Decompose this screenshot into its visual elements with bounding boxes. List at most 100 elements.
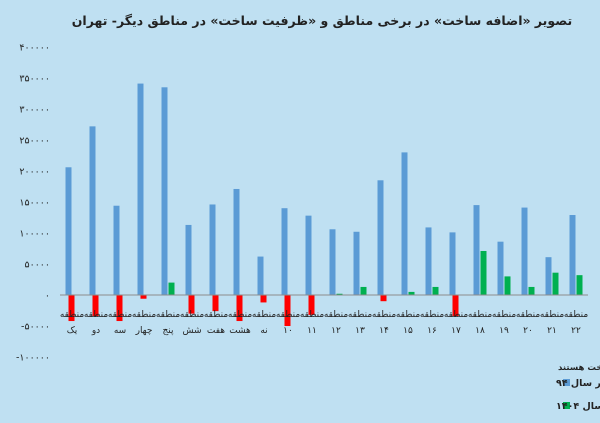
category-label: ۲۲ bbox=[571, 326, 581, 336]
bar-capacity bbox=[336, 293, 343, 295]
bar-existing-units bbox=[329, 229, 336, 295]
category-prefix-label: منطقه bbox=[180, 310, 204, 320]
category-prefix-label: منطقه bbox=[108, 310, 132, 320]
category-label: ۱۰ bbox=[283, 326, 293, 336]
bar-overbuild bbox=[236, 295, 243, 322]
category-prefix-label: منطقه bbox=[492, 310, 516, 320]
category-label: ۱۱ bbox=[307, 326, 317, 336]
bar-overbuild bbox=[68, 295, 75, 322]
bar-existing-units bbox=[473, 205, 480, 295]
legend-label-existing-units: واحدهای مسکونی موجود در مناطق- براساس بر… bbox=[556, 376, 600, 389]
category-label: ۱۹ bbox=[499, 326, 509, 336]
legend-swatch-green bbox=[563, 402, 570, 409]
y-tick-label: ۳۰۰۰۰۰ bbox=[19, 105, 50, 116]
bar-capacity bbox=[552, 272, 559, 295]
category-label: هشت bbox=[229, 326, 251, 336]
bar-overbuild bbox=[188, 295, 195, 314]
y-tick-label: ۴۰۰۰۰۰ bbox=[19, 43, 50, 54]
y-tick-label: ۰ bbox=[45, 291, 50, 302]
category-prefix-label: منطقه bbox=[396, 310, 420, 320]
category-prefix-label: منطقه bbox=[540, 310, 564, 320]
category-prefix-label: منطقه bbox=[204, 310, 228, 320]
bar-capacity bbox=[504, 276, 511, 295]
category-label: دو bbox=[91, 326, 100, 336]
y-tick-label: ۱۵۰۰۰۰ bbox=[19, 198, 50, 209]
category-prefix-label: منطقه bbox=[84, 310, 108, 320]
category-prefix-label: منطقه bbox=[444, 310, 468, 320]
bar-existing-units bbox=[185, 224, 192, 295]
bar-existing-units bbox=[233, 188, 240, 295]
bar-existing-units bbox=[89, 126, 96, 295]
bar-existing-units bbox=[497, 241, 504, 295]
bar-existing-units bbox=[377, 180, 384, 295]
category-label: ۱۲ bbox=[331, 326, 341, 336]
bar-existing-units bbox=[113, 205, 120, 295]
bar-capacity bbox=[576, 275, 583, 295]
y-tick-label: ۳۵۰۰۰۰ bbox=[19, 74, 50, 85]
category-label: یک bbox=[67, 326, 78, 336]
bar-capacity bbox=[432, 286, 439, 295]
y-tick-label: ۱۰۰۰۰۰ bbox=[19, 229, 50, 240]
bar-existing-units bbox=[305, 215, 312, 295]
category-label: ۱۶ bbox=[427, 326, 437, 336]
bar-existing-units bbox=[569, 215, 576, 295]
category-prefix-label: منطقه bbox=[420, 310, 444, 320]
category-prefix-label: منطقه bbox=[324, 310, 348, 320]
bar-existing-units bbox=[257, 256, 264, 295]
category-label: شش bbox=[182, 326, 201, 336]
bar-existing-units bbox=[425, 227, 432, 295]
category-prefix-label: منطقه bbox=[252, 310, 276, 320]
bar-existing-units bbox=[401, 152, 408, 295]
category-label: پنج bbox=[162, 326, 174, 336]
category-label: ۱۴ bbox=[379, 326, 389, 336]
y-tick-label: -۵۰۰۰۰ bbox=[21, 322, 50, 333]
bars-layer bbox=[65, 83, 583, 326]
category-label: ۱۸ bbox=[475, 326, 485, 336]
category-label: ۱۷ bbox=[451, 326, 461, 336]
bar-overbuild bbox=[212, 295, 219, 312]
category-label: ۲۱ bbox=[547, 326, 557, 336]
category-label: ۲۰ bbox=[523, 326, 533, 336]
category-label: ۱۳ bbox=[355, 326, 365, 336]
y-tick-label: ۵۰۰۰۰ bbox=[24, 260, 50, 271]
category-prefix-label: منطقه bbox=[60, 310, 84, 320]
bar-overbuild bbox=[308, 295, 315, 315]
bar-capacity bbox=[360, 286, 367, 295]
bar-existing-units bbox=[209, 204, 216, 295]
category-label: چهار bbox=[135, 326, 153, 336]
y-axis-ticks: ۴۰۰۰۰۰ ۳۵۰۰۰۰ ۳۰۰۰۰۰ ۲۵۰۰۰۰ ۲۰۰۰۰۰ ۱۵۰۰۰۰ ۱۰۰۰… bbox=[16, 43, 50, 364]
bar-capacity bbox=[528, 286, 535, 295]
category-prefix-label: منطقه bbox=[516, 310, 540, 320]
bar-existing-units bbox=[545, 257, 552, 295]
bar-overbuild bbox=[92, 295, 99, 317]
chart-note: مناطقی که با رنگ قرمز مشخص شده اند دارای… bbox=[558, 362, 600, 373]
bar-existing-units bbox=[137, 83, 144, 295]
category-prefix-label: منطقه bbox=[156, 310, 180, 320]
category-label: ۱۵ bbox=[403, 326, 413, 336]
chart-title: تصویر «اضافه ساخت» در برخی مناطق و «ظرفی… bbox=[72, 13, 572, 28]
category-prefix-label: منطقه bbox=[132, 310, 156, 320]
category-label: سه bbox=[114, 326, 126, 336]
category-label: نه bbox=[260, 326, 267, 336]
bar-capacity bbox=[408, 291, 415, 295]
category-prefix-label: منطقه bbox=[564, 310, 588, 320]
category-prefix-label: منطقه bbox=[372, 310, 396, 320]
category-prefix-label: منطقه bbox=[228, 310, 252, 320]
bar-capacity bbox=[168, 282, 175, 295]
bar-existing-units bbox=[449, 232, 456, 295]
bar-existing-units bbox=[353, 231, 360, 295]
category-label: هفت bbox=[207, 326, 225, 336]
category-prefix-label: منطقه bbox=[468, 310, 492, 320]
bar-overbuild bbox=[380, 295, 387, 302]
legend: واحدهای مسکونی موجود در مناطق- براساس بر… bbox=[556, 376, 600, 412]
category-prefix-label: منطقه bbox=[348, 310, 372, 320]
bar-overbuild bbox=[140, 295, 147, 299]
y-tick-label: ۲۰۰۰۰۰ bbox=[19, 167, 50, 178]
category-prefix-label: منطقه bbox=[276, 310, 300, 320]
bar-overbuild bbox=[260, 295, 267, 303]
bar-overbuild bbox=[452, 295, 459, 317]
category-prefix-label: منطقه bbox=[300, 310, 324, 320]
bar-capacity bbox=[480, 250, 487, 295]
